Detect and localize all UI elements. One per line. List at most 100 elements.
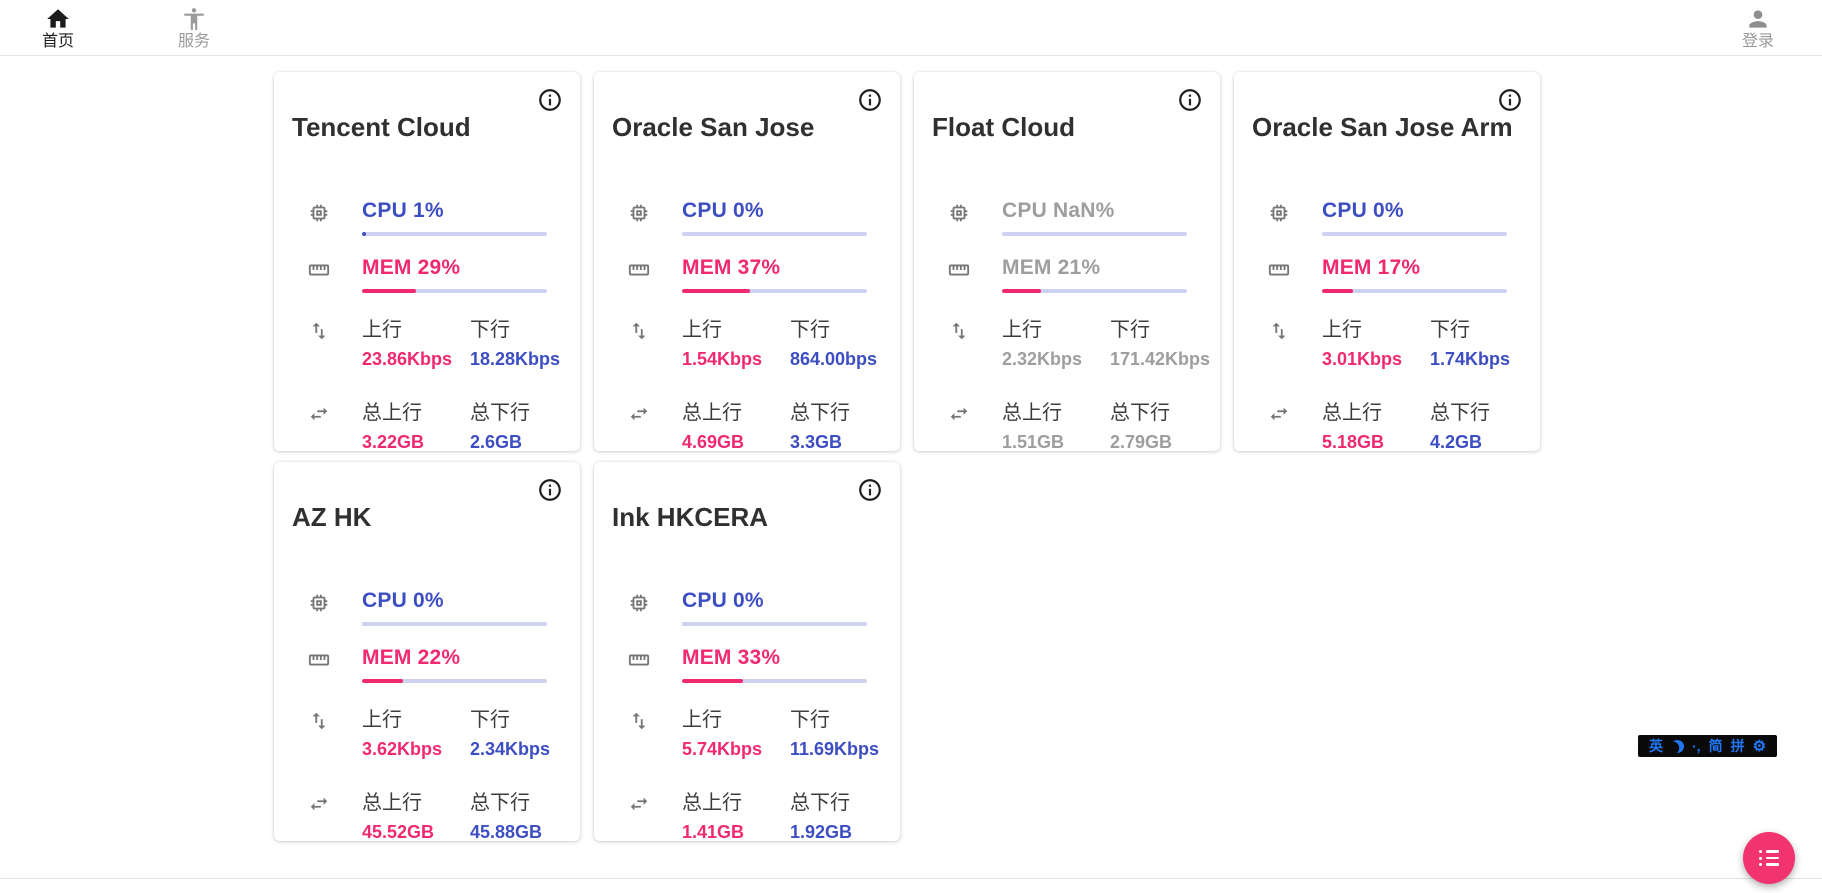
total-upload-value: 1.41GB bbox=[682, 821, 745, 842]
mem-progress-fill bbox=[682, 288, 751, 293]
upload-label: 上行 bbox=[1002, 318, 1042, 341]
nav-item-label: 首页 bbox=[41, 32, 74, 50]
mem-row: MEM 21% bbox=[948, 256, 1187, 293]
info-icon[interactable] bbox=[1497, 87, 1523, 113]
swap-horiz-icon bbox=[628, 786, 682, 843]
download-label: 下行 bbox=[790, 318, 830, 341]
swap-vert-icon bbox=[948, 313, 1002, 370]
cpu-progress-bar bbox=[362, 621, 547, 626]
server-card: AZ HK CPU 0% MEM 22% bbox=[274, 462, 580, 843]
info-icon[interactable] bbox=[1177, 87, 1203, 113]
server-stats: CPU 0% MEM 17% 上行 3.01Kbps bbox=[1234, 199, 1540, 453]
server-stats: CPU 1% MEM 29% 上行 23.86Kbp bbox=[274, 199, 580, 453]
cpu-usage-label: CPU 0% bbox=[682, 588, 764, 612]
server-name: Oracle San Jose bbox=[612, 111, 815, 142]
gear-icon[interactable]: ⚙ bbox=[1752, 737, 1767, 755]
mem-progress-fill bbox=[362, 288, 416, 293]
upload-speed-value: 1.54Kbps bbox=[682, 348, 763, 369]
upload-speed-value: 3.01Kbps bbox=[1322, 348, 1403, 369]
net-speed-row: 上行 3.62Kbps 下行 2.34Kbps bbox=[308, 703, 564, 760]
upload-label: 上行 bbox=[682, 708, 722, 731]
ime-status-bar: 英 ·, 简 拼 ⚙ bbox=[1638, 735, 1778, 757]
server-card-grid: Tencent Cloud CPU 1% MEM 29% bbox=[274, 72, 1574, 852]
mem-usage-label: MEM 29% bbox=[362, 255, 461, 279]
server-name: Oracle San Jose Arm bbox=[1252, 111, 1513, 142]
mem-progress-bar bbox=[362, 678, 547, 683]
cpu-chip-icon bbox=[948, 199, 1002, 236]
ime-language-toggle[interactable]: 英 bbox=[1649, 738, 1663, 754]
cpu-chip-icon bbox=[308, 199, 362, 236]
total-download-label: 总下行 bbox=[1430, 401, 1490, 424]
total-download-label: 总下行 bbox=[790, 791, 850, 814]
swap-vert-icon bbox=[308, 703, 362, 760]
info-icon[interactable] bbox=[537, 477, 563, 503]
total-download-value: 2.6GB bbox=[470, 431, 523, 452]
server-card: Oracle San Jose CPU 0% MEM 37% bbox=[594, 72, 900, 453]
mem-usage-label: MEM 17% bbox=[1322, 255, 1421, 279]
mem-progress-bar bbox=[682, 678, 867, 683]
nav-item-label: 服务 bbox=[177, 32, 210, 50]
mem-usage-label: MEM 37% bbox=[682, 255, 781, 279]
swap-vert-icon bbox=[628, 313, 682, 370]
upload-label: 上行 bbox=[1322, 318, 1362, 341]
total-upload-label: 总上行 bbox=[682, 401, 742, 424]
server-card: Oracle San Jose Arm CPU 0% MEM 17% bbox=[1234, 72, 1540, 453]
total-download-label: 总下行 bbox=[790, 401, 850, 424]
info-icon[interactable] bbox=[857, 477, 883, 503]
cpu-progress-fill bbox=[362, 231, 366, 236]
mem-progress-bar bbox=[1002, 288, 1187, 293]
info-icon[interactable] bbox=[857, 87, 883, 113]
total-download-label: 总下行 bbox=[1110, 401, 1170, 424]
server-list-fab[interactable] bbox=[1743, 832, 1795, 884]
server-card: Tencent Cloud CPU 1% MEM 29% bbox=[274, 72, 580, 453]
mem-row: MEM 37% bbox=[628, 256, 867, 293]
cpu-row: CPU 0% bbox=[628, 199, 867, 236]
cpu-row: CPU 0% bbox=[308, 589, 547, 626]
nav-item-services[interactable]: 服务 bbox=[170, 6, 218, 50]
mem-row: MEM 17% bbox=[1268, 256, 1507, 293]
cpu-chip-icon bbox=[308, 589, 362, 626]
cpu-row: CPU 1% bbox=[308, 199, 547, 236]
server-card: Ink HKCERA CPU 0% MEM 33% bbox=[594, 462, 900, 843]
nav-item-login[interactable]: 登录 bbox=[1734, 6, 1782, 50]
info-icon[interactable] bbox=[537, 87, 563, 113]
net-speed-row: 上行 23.86Kbps 下行 18.28Kbps bbox=[308, 313, 564, 370]
cpu-progress-bar bbox=[682, 231, 867, 236]
total-upload-value: 3.22GB bbox=[362, 431, 425, 452]
memory-ruler-icon bbox=[628, 256, 682, 293]
nav-item-home[interactable]: 首页 bbox=[34, 6, 82, 50]
home-icon bbox=[45, 6, 71, 32]
net-speed-row: 上行 1.54Kbps 下行 864.00bps bbox=[628, 313, 884, 370]
net-total-row: 总上行 3.22GB 总下行 2.6GB bbox=[308, 396, 564, 453]
download-speed-value: 18.28Kbps bbox=[470, 348, 561, 369]
upload-label: 上行 bbox=[362, 318, 402, 341]
total-upload-label: 总上行 bbox=[1322, 401, 1382, 424]
mem-usage-label: MEM 21% bbox=[1002, 255, 1101, 279]
ime-punctuation-toggle[interactable]: ·, bbox=[1692, 738, 1701, 754]
server-name: Tencent Cloud bbox=[292, 111, 471, 142]
download-speed-value: 864.00bps bbox=[790, 348, 878, 369]
moon-icon[interactable] bbox=[1671, 740, 1684, 753]
mem-progress-fill bbox=[362, 678, 403, 683]
total-upload-value: 5.18GB bbox=[1322, 431, 1385, 452]
download-label: 下行 bbox=[790, 708, 830, 731]
cpu-progress-bar bbox=[1002, 231, 1187, 236]
total-upload-label: 总上行 bbox=[1002, 401, 1062, 424]
cpu-usage-label: CPU 0% bbox=[682, 198, 764, 222]
server-stats: CPU 0% MEM 37% 上行 1.54Kbps bbox=[594, 199, 900, 453]
ime-pinyin-toggle[interactable]: 拼 bbox=[1730, 738, 1745, 754]
swap-vert-icon bbox=[308, 313, 362, 370]
memory-ruler-icon bbox=[948, 256, 1002, 293]
cpu-progress-bar bbox=[1322, 231, 1507, 236]
upload-label: 上行 bbox=[362, 708, 402, 731]
download-speed-value: 2.34Kbps bbox=[470, 738, 551, 759]
swap-horiz-icon bbox=[1268, 396, 1322, 453]
swap-horiz-icon bbox=[628, 396, 682, 453]
net-total-row: 总上行 1.41GB 总下行 1.92GB bbox=[628, 786, 884, 843]
ime-simplified-toggle[interactable]: 简 bbox=[1708, 738, 1723, 754]
upload-speed-value: 2.32Kbps bbox=[1002, 348, 1083, 369]
total-download-value: 3.3GB bbox=[790, 431, 843, 452]
download-label: 下行 bbox=[1110, 318, 1150, 341]
upload-speed-value: 5.74Kbps bbox=[682, 738, 763, 759]
net-total-row: 总上行 45.52GB 总下行 45.88GB bbox=[308, 786, 564, 843]
